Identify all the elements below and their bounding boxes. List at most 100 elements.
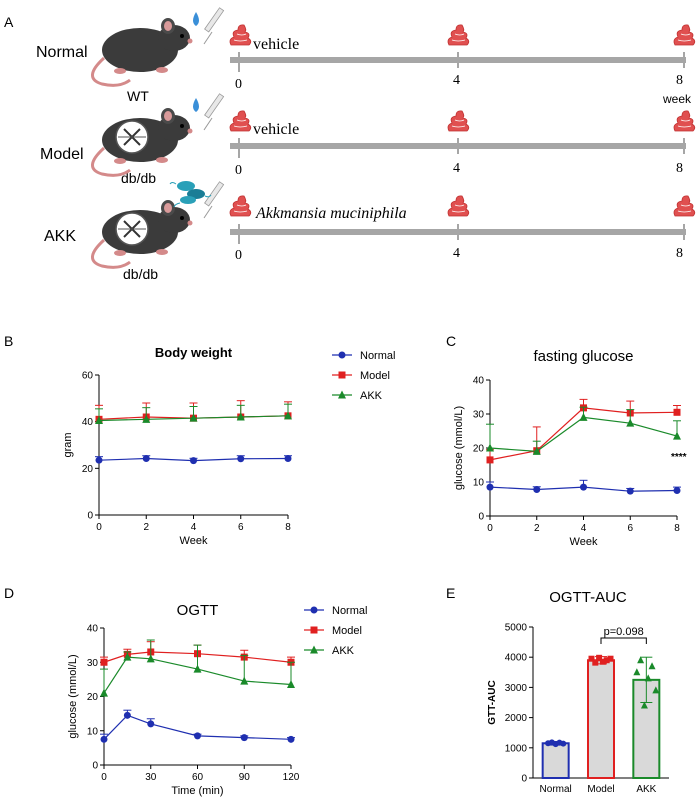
time-0-akk: 0 [235, 248, 242, 263]
data-point [603, 657, 610, 664]
data-point [95, 456, 103, 464]
y-tick-label: 20 [473, 444, 485, 455]
y-tick-label: 0 [521, 774, 527, 785]
legend-label: AKK [360, 390, 383, 402]
bar [587, 659, 615, 779]
y-axis-label: glucose (mmol/L) [453, 406, 465, 490]
data-point [240, 734, 248, 742]
series-line [103, 651, 292, 663]
y-tick-label: 0 [92, 761, 98, 772]
y-tick-label: 1000 [505, 743, 528, 754]
legend-label: AKK [332, 645, 355, 657]
time-8-akk: 8 [676, 246, 683, 261]
data-point [123, 711, 131, 719]
panel-a-graphics [90, 7, 696, 269]
series-line [103, 714, 292, 740]
data-point [560, 740, 567, 747]
feces-icon [447, 110, 470, 132]
time-4-akk: 4 [453, 246, 460, 261]
data-point [592, 659, 599, 666]
data-point [142, 455, 150, 463]
x-tick-label: 4 [581, 523, 587, 534]
y-tick-label: 40 [473, 376, 485, 387]
data-point [644, 674, 652, 682]
group-label-model: Model [40, 146, 84, 163]
y-axis-label: glucose (mmol/L) [67, 654, 79, 738]
series-line [103, 656, 292, 694]
legend-marker [310, 645, 318, 654]
feces-icon [673, 24, 696, 46]
feces-icon [673, 110, 696, 132]
chart-body-weight: Body weight 0 20 40 60 0 2 4 6 8 Week gram Normal Mod… [62, 345, 395, 547]
data-point [633, 668, 641, 676]
y-tick-label: 3000 [505, 683, 528, 694]
y-tick-label: 10 [473, 478, 485, 489]
x-tick-label: 8 [285, 522, 291, 533]
data-point [673, 487, 681, 494]
x-tick-label: 0 [101, 772, 107, 783]
panel-label-a: A [4, 14, 14, 30]
feces-icon [229, 195, 252, 217]
data-point [588, 655, 595, 662]
series-akk [486, 406, 681, 455]
data-point [237, 455, 245, 463]
series-akk [95, 403, 292, 424]
x-tick-label: 90 [239, 772, 251, 783]
x-tick-label: 6 [627, 523, 633, 534]
y-tick-label: 20 [87, 692, 99, 703]
data-point [648, 662, 656, 670]
time-4-model: 4 [453, 161, 460, 176]
unit-week: week [663, 92, 692, 106]
feces-icon [229, 110, 252, 132]
chart-title: OGTT-AUC [549, 590, 627, 606]
data-point [100, 658, 108, 666]
data-point [236, 412, 245, 421]
data-point [532, 446, 541, 455]
legend-label: Normal [360, 350, 395, 362]
y-tick-label: 30 [87, 658, 99, 669]
data-point [640, 701, 648, 709]
time-8-model: 8 [676, 161, 683, 176]
y-tick-label: 0 [87, 511, 93, 522]
data-point [673, 408, 681, 416]
chart-title: fasting glucose [533, 348, 633, 365]
legend-marker [310, 626, 318, 634]
data-point [190, 457, 197, 465]
x-tick-label: 120 [283, 772, 300, 783]
legend-label: Normal [332, 605, 367, 617]
y-tick-label: 5000 [505, 623, 528, 634]
water-drop-icon [193, 98, 199, 112]
data-point [673, 431, 681, 440]
y-tick-label: 4000 [505, 653, 528, 664]
x-tick-label: 60 [192, 772, 204, 783]
legend-marker [338, 351, 346, 359]
y-tick-label: 40 [82, 417, 94, 428]
y-tick-label: 30 [473, 410, 485, 421]
data-point [123, 652, 132, 661]
x-tick-label: 30 [145, 772, 157, 783]
time-8-normal: 8 [676, 73, 683, 88]
series-akk [100, 639, 295, 697]
panel-label-c: C [446, 333, 457, 349]
treatment-normal: vehicle [253, 36, 300, 53]
group-label-akk: AKK [44, 228, 77, 245]
x-tick-label: 8 [674, 523, 680, 534]
data-point [637, 656, 645, 664]
mouse-icon [90, 16, 194, 87]
data-point [486, 483, 494, 491]
feces-icon [229, 24, 252, 46]
y-tick-label: 0 [478, 512, 484, 523]
treatment-akk: Akkmansia muciniphila [256, 205, 407, 222]
panel-label-b: B [4, 333, 14, 349]
x-tick-label: 6 [238, 522, 244, 533]
x-tick-label: AKK [636, 784, 656, 795]
syringe-icon [203, 93, 225, 131]
panel-label-d: D [4, 585, 15, 601]
x-axis-label: Week [180, 535, 208, 547]
feces-icon [673, 195, 696, 217]
data-point [626, 487, 634, 495]
group-label-normal: Normal [36, 44, 88, 61]
genotype-normal: WT [127, 88, 149, 104]
series-normal [100, 709, 295, 743]
